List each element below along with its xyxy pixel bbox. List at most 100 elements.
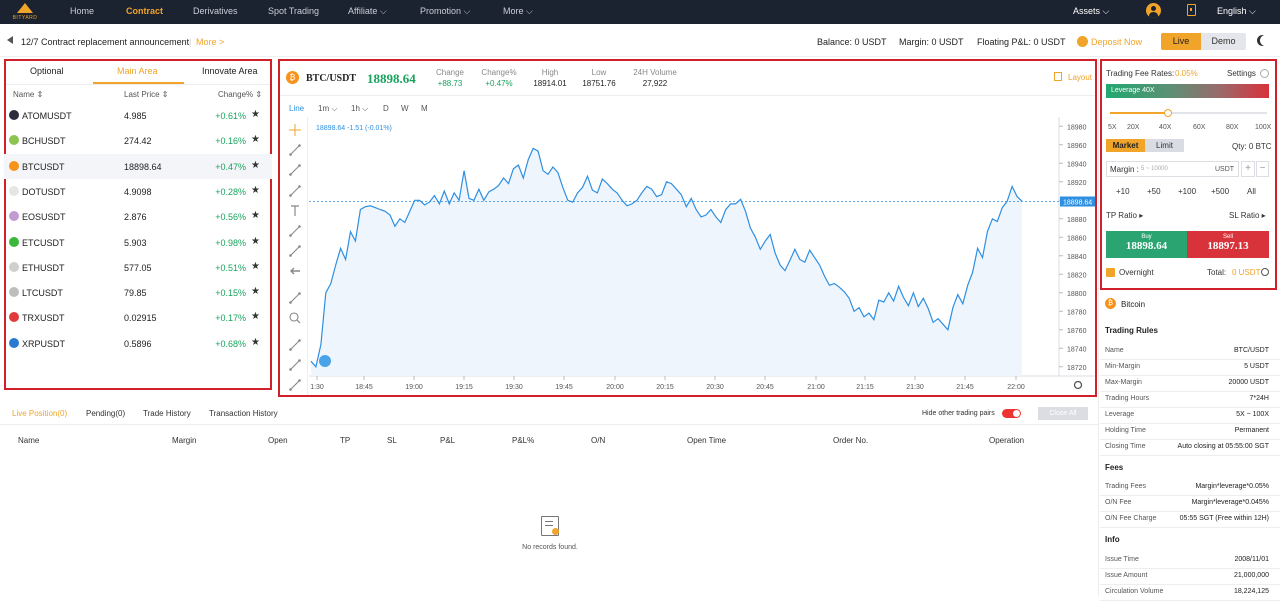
leverage-mark[interactable]: 20X [1127, 124, 1140, 131]
leverage-slider-track[interactable] [1110, 112, 1267, 114]
quick-amount-button[interactable]: +100 [1178, 187, 1197, 196]
language-select[interactable]: English ⌵ [1217, 6, 1256, 16]
trend-line-icon[interactable] [288, 143, 302, 157]
more-link[interactable]: More > [196, 37, 225, 47]
download-app-icon[interactable] [1187, 4, 1196, 16]
quick-amount-button[interactable]: +500 [1211, 187, 1230, 196]
limit-order-tab[interactable]: Limit [1145, 139, 1184, 152]
nav-contract[interactable]: Contract [126, 6, 164, 16]
tab-optional[interactable]: Optional [30, 66, 64, 76]
favorite-star-icon[interactable]: ★ [251, 210, 260, 222]
text-icon[interactable] [288, 204, 302, 218]
lock-edit-icon[interactable] [288, 358, 302, 372]
market-row[interactable]: EOSUSDT 2.876 +0.56% ★ [4, 204, 272, 229]
price-chart[interactable]: 1898018960189401892018900188801886018840… [309, 117, 1095, 395]
market-row[interactable]: ATOMUSDT 4.985 +0.61% ★ [4, 103, 272, 128]
leverage-slider-handle[interactable] [1163, 109, 1172, 117]
interval-1h[interactable]: 1h ⌵ [351, 104, 369, 113]
favorite-star-icon[interactable]: ★ [251, 286, 260, 298]
market-row[interactable]: BTCUSDT 18898.64 +0.47% ★ [4, 153, 272, 179]
live-demo-toggle[interactable]: Live Demo [1161, 33, 1246, 50]
margin-input[interactable]: Margin : 5 ~ 10000 USDT [1106, 161, 1239, 177]
dark-mode-moon-icon[interactable] [1260, 35, 1271, 46]
interval-m[interactable]: M [421, 104, 428, 113]
quick-amount-button[interactable]: All [1247, 187, 1256, 196]
crosshair-icon[interactable] [288, 123, 302, 137]
bityard-logo[interactable]: BITYARD [7, 2, 43, 22]
favorite-star-icon[interactable]: ★ [251, 260, 260, 272]
nav-spot-trading[interactable]: Spot Trading [268, 6, 320, 16]
nav-promotion[interactable]: Promotion ⌵ [420, 6, 471, 16]
leverage-mark[interactable]: 5X [1108, 124, 1117, 131]
total-info-icon[interactable] [1261, 268, 1269, 276]
quick-amount-button[interactable]: +50 [1147, 187, 1161, 196]
interval-d[interactable]: D [383, 104, 389, 113]
margin-plus-button[interactable]: + [1241, 161, 1255, 177]
layout-icon[interactable] [1054, 72, 1062, 81]
user-avatar-icon[interactable] [1146, 3, 1161, 18]
lock-icon[interactable] [288, 378, 302, 392]
nav-assets[interactable]: Assets ⌵ [1073, 6, 1110, 16]
tab-trade-history[interactable]: Trade History [143, 409, 191, 418]
tab-live-position[interactable]: Live Position(0) [12, 409, 68, 418]
brush-icon[interactable] [288, 163, 302, 177]
demo-tab[interactable]: Demo [1211, 36, 1236, 46]
margin-minus-button[interactable]: − [1256, 161, 1269, 177]
live-tab[interactable]: Live [1161, 33, 1201, 50]
nav-derivatives[interactable]: Derivatives [193, 6, 238, 16]
nav-more[interactable]: More ⌵ [503, 6, 533, 16]
market-row[interactable]: XRPUSDT 0.5896 +0.68% ★ [4, 331, 272, 356]
favorite-star-icon[interactable]: ★ [251, 336, 260, 348]
leverage-mark[interactable]: 60X [1193, 124, 1206, 131]
quick-amount-button[interactable]: +10 [1116, 187, 1130, 196]
zoom-icon[interactable] [288, 311, 302, 325]
fib-icon[interactable] [288, 244, 302, 258]
leverage-mark[interactable]: 100X [1255, 124, 1272, 131]
magnet-icon[interactable] [288, 338, 302, 352]
nav-home[interactable]: Home [70, 6, 95, 16]
arrow-left-icon[interactable] [288, 264, 302, 278]
interval-1m[interactable]: 1m ⌵ [318, 104, 338, 113]
settings-button[interactable]: Settings [1227, 69, 1256, 78]
market-order-tab[interactable]: Market [1106, 139, 1145, 152]
announcement-text[interactable]: 12/7 Contract replacement announcement [21, 37, 190, 47]
market-row[interactable]: ETHUSDT 577.05 +0.51% ★ [4, 255, 272, 280]
tp-ratio-button[interactable]: TP Ratio ▸ [1106, 211, 1144, 220]
favorite-star-icon[interactable]: ★ [251, 134, 260, 146]
tab-innovate-area[interactable]: Innovate Area [202, 66, 258, 76]
interval-w[interactable]: W [401, 104, 409, 113]
favorite-star-icon[interactable]: ★ [251, 311, 260, 323]
ruler-icon[interactable] [288, 291, 302, 305]
settings-gear-icon[interactable] [1260, 69, 1269, 78]
tab-main-area[interactable]: Main Area [117, 66, 158, 76]
col-name[interactable]: Name ⇕ [13, 90, 44, 99]
favorite-star-icon[interactable]: ★ [251, 159, 260, 171]
deposit-now-link[interactable]: Deposit Now [1091, 37, 1143, 47]
tab-transaction-history[interactable]: Transaction History [209, 409, 278, 418]
favorite-star-icon[interactable]: ★ [251, 184, 260, 196]
overnight-checkbox[interactable] [1106, 268, 1115, 277]
favorite-star-icon[interactable]: ★ [251, 109, 260, 120]
line-chart-button[interactable]: Line [289, 104, 305, 113]
col-change[interactable]: Change% ⇕ [218, 90, 263, 99]
pencil-icon[interactable] [288, 184, 302, 198]
leverage-mark[interactable]: 40X [1159, 124, 1172, 131]
favorite-star-icon[interactable]: ★ [251, 235, 260, 247]
col-last-price[interactable]: Last Price ⇕ [124, 90, 169, 99]
sl-ratio-button[interactable]: SL Ratio ▸ [1229, 211, 1266, 220]
leverage-mark[interactable]: 80X [1226, 124, 1239, 131]
close-all-button[interactable]: Close All [1038, 407, 1088, 420]
market-row[interactable]: BCHUSDT 274.42 +0.16% ★ [4, 128, 272, 153]
hide-pairs-toggle[interactable] [1002, 409, 1021, 418]
market-row[interactable]: LTCUSDT 79.85 +0.15% ★ [4, 280, 272, 305]
chart-settings-gear-icon[interactable] [1073, 380, 1083, 390]
market-row[interactable]: TRXUSDT 0.02915 +0.17% ★ [4, 305, 272, 330]
pattern-icon[interactable] [288, 224, 302, 238]
nav-affiliate[interactable]: Affiliate ⌵ [348, 6, 387, 16]
market-row[interactable]: ETCUSDT 5.903 +0.98% ★ [4, 230, 272, 255]
buy-button[interactable]: Buy 18898.64 [1106, 231, 1187, 258]
market-row[interactable]: DOTUSDT 4.9098 +0.28% ★ [4, 179, 272, 204]
layout-button[interactable]: Layout [1068, 73, 1093, 82]
sell-button[interactable]: Sell 18897.13 [1187, 231, 1269, 258]
tab-pending[interactable]: Pending(0) [86, 409, 126, 418]
